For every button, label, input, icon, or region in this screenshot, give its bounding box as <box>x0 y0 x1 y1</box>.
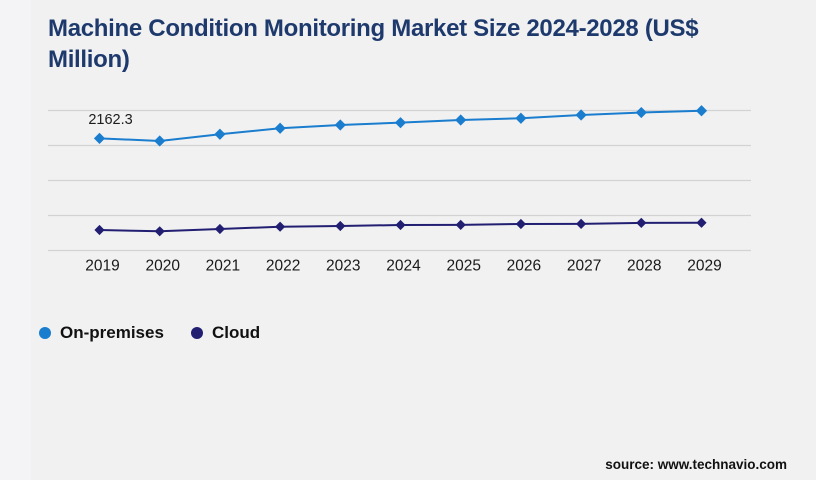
legend-dot-on-premises-icon <box>39 327 51 339</box>
page-left-margin-strip <box>0 0 31 480</box>
marker-cloud-2020 <box>154 226 165 237</box>
chart-title: Machine Condition Monitoring Market Size… <box>48 15 699 73</box>
marker-on-premises-2028 <box>635 106 647 119</box>
legend-item-cloud: Cloud <box>190 323 261 343</box>
marker-on-premises-2024 <box>394 117 407 129</box>
marker-cloud-2019 <box>94 224 105 236</box>
marker-cloud-2029 <box>696 217 707 228</box>
marker-cloud-2026 <box>515 218 526 230</box>
x-axis-label-2021: 2021 <box>206 258 240 275</box>
marker-cloud-2025 <box>455 219 466 230</box>
x-axis-label-2028: 2028 <box>627 258 661 275</box>
marker-on-premises-2026 <box>515 112 527 124</box>
source-attribution: source: www.technavio.com <box>605 457 787 472</box>
marker-on-premises-2029 <box>695 105 708 117</box>
point-data-label: 2162.3 <box>88 112 132 128</box>
marker-cloud-2027 <box>576 218 587 229</box>
legend-label-cloud: Cloud <box>211 323 261 342</box>
chart-legend: On-premises Cloud <box>39 323 260 343</box>
legend-label-on-premises: On-premises <box>60 323 164 342</box>
series-cloud <box>94 217 707 237</box>
marker-cloud-2022 <box>275 221 286 232</box>
marker-on-premises-2027 <box>575 109 587 121</box>
marker-cloud-2023 <box>335 220 346 232</box>
gridlines <box>48 109 751 252</box>
x-axis-label-2025: 2025 <box>446 258 480 275</box>
x-axis-label-2027: 2027 <box>567 258 601 275</box>
marker-on-premises-2023 <box>334 119 346 131</box>
x-axis-label-2022: 2022 <box>266 258 300 275</box>
series-on-premises <box>93 105 708 147</box>
marker-on-premises-2021 <box>214 128 226 140</box>
legend-dot-cloud-icon <box>190 327 203 339</box>
marker-cloud-2021 <box>214 223 225 235</box>
x-axis-label-2023: 2023 <box>326 258 360 275</box>
marker-on-premises-2019 <box>93 132 106 144</box>
marker-cloud-2024 <box>395 219 406 231</box>
x-axis-label-2026: 2026 <box>507 258 541 275</box>
x-axis-label-2029: 2029 <box>687 258 721 275</box>
marker-cloud-2028 <box>636 217 647 228</box>
marker-on-premises-2022 <box>274 122 286 134</box>
x-axis-label-2024: 2024 <box>386 258 421 275</box>
legend-item-on-premises: On-premises <box>39 323 164 343</box>
marker-on-premises-2025 <box>455 114 467 126</box>
x-axis-label-2020: 2020 <box>145 258 180 275</box>
marker-on-premises-2020 <box>154 135 166 147</box>
x-axis-label-2019: 2019 <box>85 258 119 275</box>
x-axis-labels: 2019 2020 2021 2022 2023 2024 2025 2026 2027 2028… <box>85 258 721 275</box>
